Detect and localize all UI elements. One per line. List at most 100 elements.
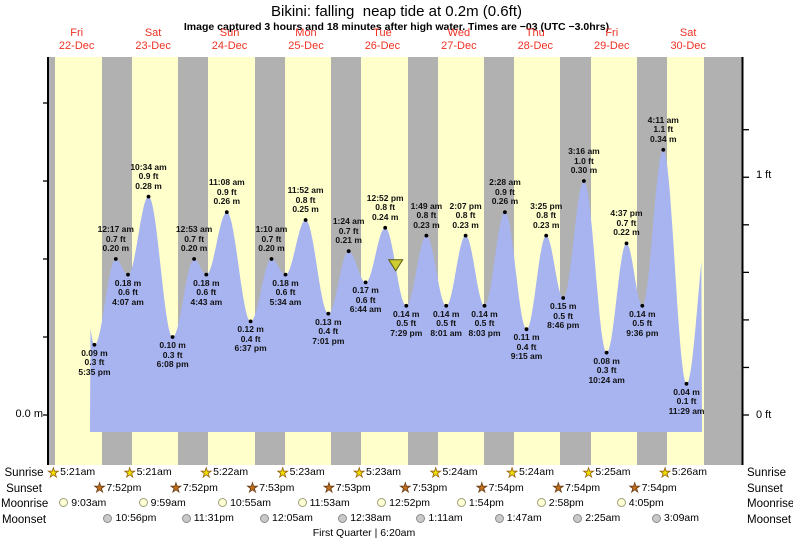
moon-rise-event: 10:55am (218, 497, 271, 509)
tide-high-label: 2:07 pm 0.8 ft 0.23 m (449, 200, 482, 230)
tide-high-label: 10:34 am 0.9 ft 0.28 m (130, 161, 167, 191)
tide-low-label: 0.13 m 0.4 ft 7:01 pm (312, 316, 345, 346)
moon-set-event: 1:47am (494, 512, 542, 524)
day-label: Sat 30-Dec (670, 27, 706, 52)
sun-set-icon: ★ (323, 480, 335, 495)
astro-event-time: 7:54pm (641, 481, 677, 494)
astro-event-time: 5:26am (671, 466, 707, 478)
astro-event-time: 11:53am (309, 496, 350, 509)
tide-high-label: 3:25 pm 0.8 ft 0.23 m (530, 200, 563, 230)
tide-high-label: 1:49 am 0.8 ft 0.23 m (410, 200, 443, 230)
night-band (407, 57, 438, 465)
day-label: Tue 26-Dec (364, 27, 401, 52)
moon-set-icon (260, 513, 270, 523)
tide-low-label: 0.08 m 0.3 ft 10:24 am (588, 355, 625, 385)
astro-row-label-moonset-left: Moonset (1, 513, 47, 526)
astro-event-time: 9:59am (150, 496, 186, 509)
moon-rise-icon (59, 498, 69, 507)
night-band (331, 57, 362, 465)
moon-rise-icon (297, 498, 307, 507)
astro-event-time: 7:52pm (182, 481, 218, 494)
astro-event-time: 1:54pm (468, 496, 504, 509)
astro-event-time: 12:38am (350, 512, 392, 524)
moon-set-icon (181, 513, 191, 523)
astro-event-time: 5:23am (366, 466, 402, 478)
moon-rise-icon (616, 498, 626, 507)
sun-set-event: ★ 7:53pm (246, 480, 295, 495)
sun-rise-icon: ★ (506, 464, 518, 480)
tide-low-label: 0.14 m 0.5 ft 8:03 pm (468, 308, 501, 338)
astro-event-time: 7:53pm (259, 481, 295, 494)
moon-rise-icon (456, 498, 466, 507)
moon-set-icon (338, 513, 348, 523)
astro-event-time: 4:05pm (628, 496, 664, 509)
tide-high-label: 12:53 am 0.7 ft 0.20 m (175, 224, 213, 253)
sun-rise-event: ★ 5:25am (582, 464, 630, 480)
night-band (48, 57, 56, 465)
astro-event-time: 3:09am (663, 512, 700, 524)
chart-subtitle: Image captured 3 hours and 18 minutes af… (183, 21, 610, 33)
day-label: Thu 28-Dec (517, 27, 554, 52)
night-band (101, 57, 132, 465)
astro-event-time: 10:55am (230, 496, 271, 509)
sun-set-icon: ★ (246, 480, 259, 495)
sun-set-icon: ★ (93, 480, 106, 495)
sun-set-icon: ★ (476, 480, 488, 495)
astro-event-time: 7:54pm (565, 481, 601, 494)
tide-low-label: 0.17 m 0.6 ft 6:44 am (349, 285, 382, 315)
moon-rise-icon (218, 498, 228, 507)
moon-set-icon (416, 513, 426, 523)
sun-rise-event: ★ 5:23am (277, 465, 325, 479)
sun-set-event: ★ 7:53pm (399, 481, 447, 495)
sun-rise-event: ★ 5:24am (506, 464, 554, 480)
moon-set-event: 12:05am (260, 512, 313, 524)
moon-rise-event: 1:54pm (456, 496, 504, 509)
astro-event-time: 1:11am (428, 512, 463, 524)
sun-rise-event: ★ 5:22am (200, 464, 249, 480)
sun-rise-icon: ★ (200, 464, 213, 480)
astro-event-time: 5:21am (60, 466, 96, 478)
astro-row-label-sunset-right: Sunset (747, 482, 783, 495)
astro-row-label-moonrise-left: Moonrise (1, 498, 49, 510)
day-label: Sat 23-Dec (135, 27, 171, 52)
moon-rise-event: 2:58pm (536, 496, 584, 509)
right-axis-label-0ft: 0 ft (756, 409, 772, 421)
tide-low-label: 0.18 m 0.6 ft 4:07 am (112, 277, 144, 307)
day-label: Fri 22-Dec (58, 27, 95, 52)
tide-low-label: 0.14 m 0.5 ft 7:29 pm (390, 308, 423, 338)
tide-high-label: 4:37 pm 0.7 ft 0.22 m (610, 208, 643, 238)
astro-event-time: 5:22am (213, 466, 249, 478)
moon-set-event: 2:25am (573, 512, 620, 524)
sun-rise-event: ★ 5:21am (47, 465, 96, 479)
night-band (484, 57, 515, 465)
moon-rise-icon (138, 498, 148, 507)
tide-low-label: 0.15 m 0.5 ft 8:46 pm (547, 301, 580, 330)
moon-set-icon (494, 513, 504, 523)
astro-event-time: 5:23am (289, 466, 325, 478)
tide-low-label: 0.14 m 0.5 ft 8:01 am (430, 308, 462, 338)
astro-event-time: 5:24am (442, 466, 478, 478)
astro-event-time: 12:52pm (389, 496, 431, 509)
astro-row-label-sunrise-left: Sunrise (4, 467, 44, 479)
tide-low-label: 0.18 m 0.6 ft 4:43 am (190, 277, 223, 307)
day-label: Sun 24-Dec (211, 27, 248, 52)
moon-phase-note: First Quarter | 6:20am (312, 527, 416, 539)
moon-set-event: 11:31pm (181, 512, 234, 524)
astro-event-time: 2:58pm (548, 496, 584, 509)
sun-rise-event: ★ 5:26am (659, 465, 707, 479)
tide-high-label: 1:24 am 0.7 ft 0.21 m (332, 216, 365, 246)
sun-rise-icon: ★ (582, 464, 595, 480)
tide-high-label: 12:52 pm 0.8 ft 0.24 m (366, 192, 404, 222)
tide-high-label: 12:17 am 0.7 ft 0.20 m (97, 224, 134, 253)
tide-low-label: 0.12 m 0.4 ft 6:37 pm (234, 324, 267, 354)
moon-rise-event: 12:52pm (377, 497, 430, 509)
tide-high-label: 2:28 am 0.9 ft 0.26 m (489, 177, 521, 207)
moon-rise-event: 9:59am (138, 496, 186, 509)
tide-high-label: 1:10 am 0.7 ft 0.20 m (255, 224, 288, 253)
sun-rise-icon: ★ (429, 464, 442, 480)
astro-event-time: 12:05am (272, 512, 313, 524)
moon-set-event: 1:11am (416, 512, 463, 524)
sun-rise-event: ★ 5:23am (353, 465, 402, 479)
astro-row-label-sunrise-right: Sunrise (747, 467, 786, 479)
